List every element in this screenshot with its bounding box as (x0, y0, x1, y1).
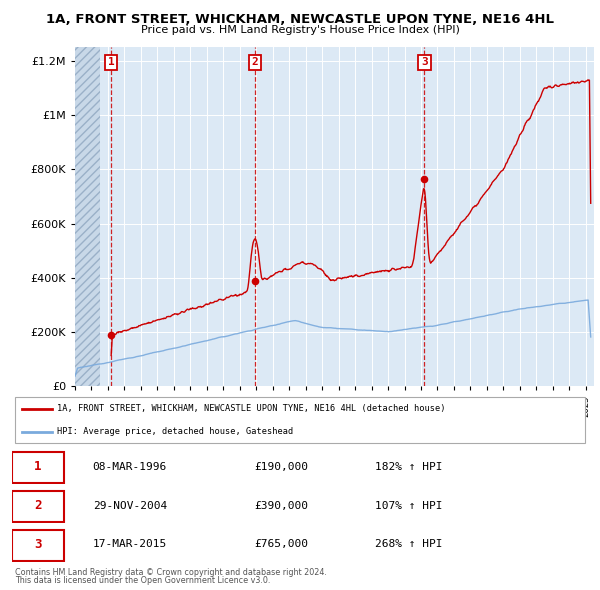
FancyBboxPatch shape (12, 491, 64, 522)
Text: 2: 2 (34, 499, 41, 512)
Text: 1A, FRONT STREET, WHICKHAM, NEWCASTLE UPON TYNE, NE16 4HL (detached house): 1A, FRONT STREET, WHICKHAM, NEWCASTLE UP… (57, 404, 445, 414)
Text: 182% ↑ HPI: 182% ↑ HPI (375, 461, 442, 471)
Text: £190,000: £190,000 (254, 461, 308, 471)
Text: 3: 3 (421, 57, 428, 67)
Text: This data is licensed under the Open Government Licence v3.0.: This data is licensed under the Open Gov… (15, 576, 271, 585)
FancyBboxPatch shape (15, 397, 585, 444)
Text: HPI: Average price, detached house, Gateshead: HPI: Average price, detached house, Gate… (57, 427, 293, 437)
Text: Contains HM Land Registry data © Crown copyright and database right 2024.: Contains HM Land Registry data © Crown c… (15, 568, 327, 577)
Text: £765,000: £765,000 (254, 539, 308, 549)
Text: 107% ↑ HPI: 107% ↑ HPI (375, 500, 442, 510)
Text: 17-MAR-2015: 17-MAR-2015 (92, 539, 167, 549)
FancyBboxPatch shape (12, 452, 64, 483)
Text: 268% ↑ HPI: 268% ↑ HPI (375, 539, 442, 549)
Text: 1: 1 (108, 57, 115, 67)
Text: 1: 1 (34, 460, 41, 473)
FancyBboxPatch shape (12, 530, 64, 560)
Text: 1A, FRONT STREET, WHICKHAM, NEWCASTLE UPON TYNE, NE16 4HL: 1A, FRONT STREET, WHICKHAM, NEWCASTLE UP… (46, 13, 554, 26)
Text: Price paid vs. HM Land Registry's House Price Index (HPI): Price paid vs. HM Land Registry's House … (140, 25, 460, 35)
Text: 08-MAR-1996: 08-MAR-1996 (92, 461, 167, 471)
Polygon shape (75, 47, 100, 386)
Text: £390,000: £390,000 (254, 500, 308, 510)
Text: 29-NOV-2004: 29-NOV-2004 (92, 500, 167, 510)
Text: 3: 3 (34, 538, 41, 551)
Text: 2: 2 (251, 57, 258, 67)
